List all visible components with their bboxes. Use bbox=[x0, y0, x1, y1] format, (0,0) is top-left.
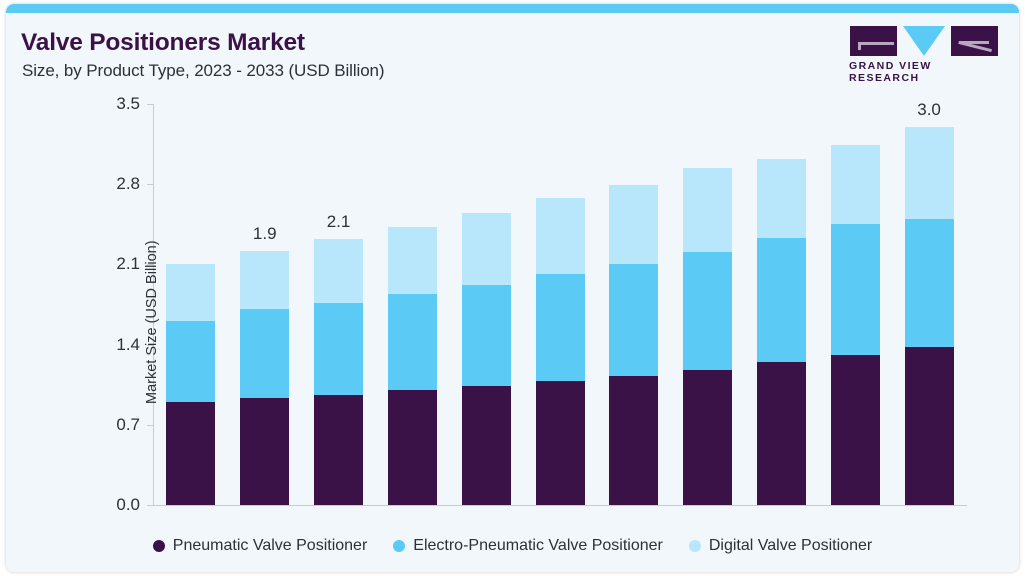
logo-marks bbox=[845, 26, 1003, 56]
bar-group[interactable] bbox=[535, 104, 585, 505]
bar-group[interactable] bbox=[461, 104, 511, 505]
bar-group[interactable] bbox=[387, 104, 437, 505]
logo-triangle-v bbox=[903, 26, 945, 56]
bar-group[interactable]: 3.0 bbox=[904, 100, 954, 505]
grand-view-research-logo: GRAND VIEW RESEARCH bbox=[845, 26, 1003, 84]
logo-wordmark: GRAND VIEW RESEARCH bbox=[849, 60, 932, 84]
bar-value-label: 3.0 bbox=[917, 99, 941, 119]
bar-segment[interactable] bbox=[683, 168, 733, 252]
legend-swatch-icon bbox=[152, 540, 165, 552]
legend-label: Digital Valve Positioner bbox=[708, 537, 873, 554]
y-axis-tick-mark bbox=[147, 344, 154, 346]
x-axis-line bbox=[153, 505, 967, 506]
bar-group[interactable] bbox=[756, 104, 806, 505]
legend-swatch-icon bbox=[688, 540, 701, 552]
bar-group[interactable] bbox=[609, 104, 659, 505]
bar-segment[interactable] bbox=[609, 375, 659, 505]
chart-legend: Pneumatic Valve Positioner Electro-Pneuma… bbox=[6, 537, 1019, 555]
bar-segment[interactable] bbox=[904, 346, 954, 505]
bar-segment[interactable] bbox=[535, 381, 585, 505]
bar-segment[interactable] bbox=[314, 303, 364, 396]
logo-g-vertical-tick bbox=[858, 42, 861, 50]
legend-label: Pneumatic Valve Positioner bbox=[172, 537, 368, 554]
bar-group[interactable]: 2.1 bbox=[314, 104, 364, 505]
legend-item[interactable]: Electro-Pneumatic Valve Positioner bbox=[393, 537, 663, 555]
bar-segment[interactable] bbox=[461, 285, 511, 386]
bar-segment[interactable] bbox=[461, 212, 511, 286]
bar-segment[interactable] bbox=[904, 218, 954, 347]
bar-segment[interactable] bbox=[387, 294, 437, 391]
y-axis-tick-mark bbox=[147, 104, 154, 105]
bar-segment[interactable] bbox=[240, 250, 290, 310]
bar-group[interactable] bbox=[830, 104, 880, 505]
bar-segment[interactable] bbox=[240, 398, 290, 505]
y-axis-tick-mark bbox=[147, 264, 154, 266]
bar-segment[interactable] bbox=[461, 385, 511, 505]
logo-block-g bbox=[850, 26, 897, 56]
bar-segment[interactable] bbox=[387, 390, 437, 505]
bar-group[interactable] bbox=[683, 104, 733, 505]
bar-segment[interactable] bbox=[904, 126, 954, 219]
logo-block-r bbox=[951, 26, 998, 56]
bar-segment[interactable] bbox=[240, 309, 290, 399]
bar-segment[interactable] bbox=[535, 273, 585, 382]
bar-value-label: 1.9 bbox=[252, 223, 277, 243]
page-subtitle: Size, by Product Type, 2023 - 2033 (USD … bbox=[22, 61, 385, 80]
bar-segment[interactable] bbox=[166, 401, 216, 505]
bar-segment[interactable] bbox=[683, 251, 733, 370]
page-title: Valve Positioners Market bbox=[21, 29, 305, 56]
y-axis-tick-label: 0.7 bbox=[116, 414, 140, 434]
bar-segment[interactable] bbox=[830, 224, 880, 355]
bar-segment[interactable] bbox=[314, 239, 364, 304]
legend-swatch-icon bbox=[393, 540, 406, 552]
bar-group[interactable]: 1.9 bbox=[240, 104, 290, 505]
legend-item[interactable]: Digital Valve Positioner bbox=[688, 537, 873, 555]
logo-r-horizontal-line bbox=[959, 41, 989, 44]
bar-segment[interactable] bbox=[830, 145, 880, 225]
logo-g-horizontal-line bbox=[858, 42, 894, 45]
y-axis-tick-label: 3.5 bbox=[116, 94, 140, 113]
bar-segment[interactable] bbox=[535, 197, 585, 274]
plot-area: Market Size (USD Billion) 0.0 0.7 1.4 2.1 2.… bbox=[116, 94, 966, 514]
bar-group[interactable] bbox=[166, 104, 216, 505]
bar-segment[interactable] bbox=[166, 264, 216, 321]
y-axis-tick-label: 2.1 bbox=[116, 254, 140, 274]
legend-label: Electro-Pneumatic Valve Positioner bbox=[413, 537, 663, 554]
bar-value-label: 2.1 bbox=[326, 212, 351, 232]
y-axis-tick-mark bbox=[147, 505, 154, 506]
y-axis-tick-mark bbox=[147, 424, 154, 426]
chart-card: Valve Positioners Market Size, by Produc… bbox=[6, 4, 1019, 572]
bar-segment[interactable] bbox=[830, 354, 880, 505]
y-axis-tick-label: 2.8 bbox=[116, 174, 140, 194]
bar-segment[interactable] bbox=[756, 238, 806, 362]
bar-segment[interactable] bbox=[756, 361, 806, 505]
bar-segment[interactable] bbox=[609, 185, 659, 265]
y-axis-tick-label: 0.0 bbox=[116, 495, 140, 514]
y-axis-tick-label: 1.4 bbox=[116, 334, 140, 354]
bar-segment[interactable] bbox=[387, 226, 437, 295]
accent-top-bar bbox=[6, 4, 1019, 13]
bar-segment[interactable] bbox=[314, 395, 364, 505]
bar-segment[interactable] bbox=[683, 369, 733, 505]
bar-segment[interactable] bbox=[609, 264, 659, 376]
bar-segment[interactable] bbox=[756, 159, 806, 239]
y-axis-line bbox=[153, 104, 154, 506]
bar-segment[interactable] bbox=[166, 320, 216, 402]
legend-item[interactable]: Pneumatic Valve Positioner bbox=[152, 537, 368, 555]
y-axis-tick-mark bbox=[147, 184, 154, 186]
